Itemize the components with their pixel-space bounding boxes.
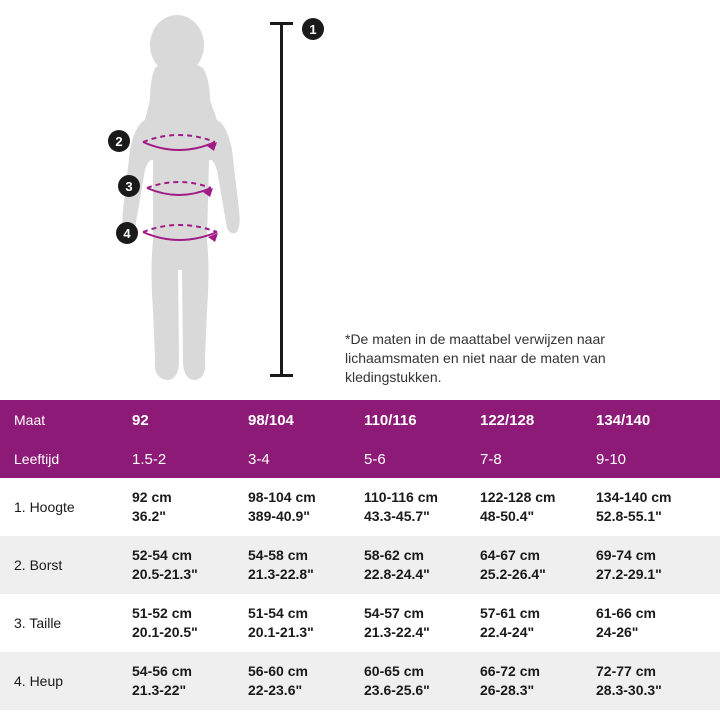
cell: 110-116 cm43.3-45.7" — [364, 488, 480, 526]
cell: 98-104 cm389-40.9" — [248, 488, 364, 526]
size-col: 122/128 — [480, 412, 596, 429]
table-row: 2. Borst52-54 cm20.5-21.3"54-58 cm21.3-2… — [0, 536, 720, 594]
size-col: 98/104 — [248, 412, 364, 429]
measurement-diagram: 1 2 3 4 *De maten in de maattabel verwijzen… — [0, 0, 720, 400]
cell: 122-128 cm48-50.4" — [480, 488, 596, 526]
cell: 92 cm36.2" — [132, 488, 248, 526]
size-col: 110/116 — [364, 412, 480, 429]
size-col: 134/140 — [596, 412, 712, 429]
cell: 51-52 cm20.1-20.5" — [132, 604, 248, 642]
age-col: 5-6 — [364, 451, 480, 468]
cell: 51-54 cm20.1-21.3" — [248, 604, 364, 642]
size-table: Maat 92 98/104 110/116 122/128 134/140 L… — [0, 400, 720, 710]
header-row-size: Maat 92 98/104 110/116 122/128 134/140 — [0, 400, 720, 440]
age-col: 7-8 — [480, 451, 596, 468]
cell: 54-56 cm21.3-22" — [132, 662, 248, 700]
measurement-badge-3: 3 — [118, 175, 140, 197]
footnote: *De maten in de maattabel verwijzen naar… — [345, 330, 665, 387]
cell: 66-72 cm26-28.3" — [480, 662, 596, 700]
cell: 60-65 cm23.6-25.6" — [364, 662, 480, 700]
cell: 58-62 cm22.8-24.4" — [364, 546, 480, 584]
measurement-badge-1: 1 — [302, 18, 324, 40]
row-label: 3. Taille — [14, 615, 132, 631]
cell: 64-67 cm25.2-26.4" — [480, 546, 596, 584]
header-age-label: Leeftijd — [14, 451, 132, 467]
measurement-badge-2: 2 — [108, 130, 130, 152]
cell: 54-57 cm21.3-22.4" — [364, 604, 480, 642]
cell: 57-61 cm22.4-24" — [480, 604, 596, 642]
age-col: 9-10 — [596, 451, 712, 468]
cell: 54-58 cm21.3-22.8" — [248, 546, 364, 584]
height-indicator-bar — [280, 22, 283, 377]
age-col: 1.5-2 — [132, 451, 248, 468]
measurement-badge-4: 4 — [116, 222, 138, 244]
row-label: 2. Borst — [14, 557, 132, 573]
age-col: 3-4 — [248, 451, 364, 468]
child-silhouette-icon — [95, 10, 265, 390]
table-row: 3. Taille51-52 cm20.1-20.5"51-54 cm20.1-… — [0, 594, 720, 652]
table-row: 1. Hoogte92 cm36.2"98-104 cm389-40.9"110… — [0, 478, 720, 536]
table-row: 4. Heup54-56 cm21.3-22"56-60 cm22-23.6"6… — [0, 652, 720, 710]
header-row-age: Leeftijd 1.5-2 3-4 5-6 7-8 9-10 — [0, 440, 720, 478]
cell: 69-74 cm27.2-29.1" — [596, 546, 712, 584]
header-size-label: Maat — [14, 412, 132, 428]
cell: 134-140 cm52.8-55.1" — [596, 488, 712, 526]
cell: 52-54 cm20.5-21.3" — [132, 546, 248, 584]
cell: 72-77 cm28.3-30.3" — [596, 662, 712, 700]
row-label: 4. Heup — [14, 673, 132, 689]
row-label: 1. Hoogte — [14, 499, 132, 515]
size-col: 92 — [132, 412, 248, 429]
cell: 56-60 cm22-23.6" — [248, 662, 364, 700]
cell: 61-66 cm24-26" — [596, 604, 712, 642]
